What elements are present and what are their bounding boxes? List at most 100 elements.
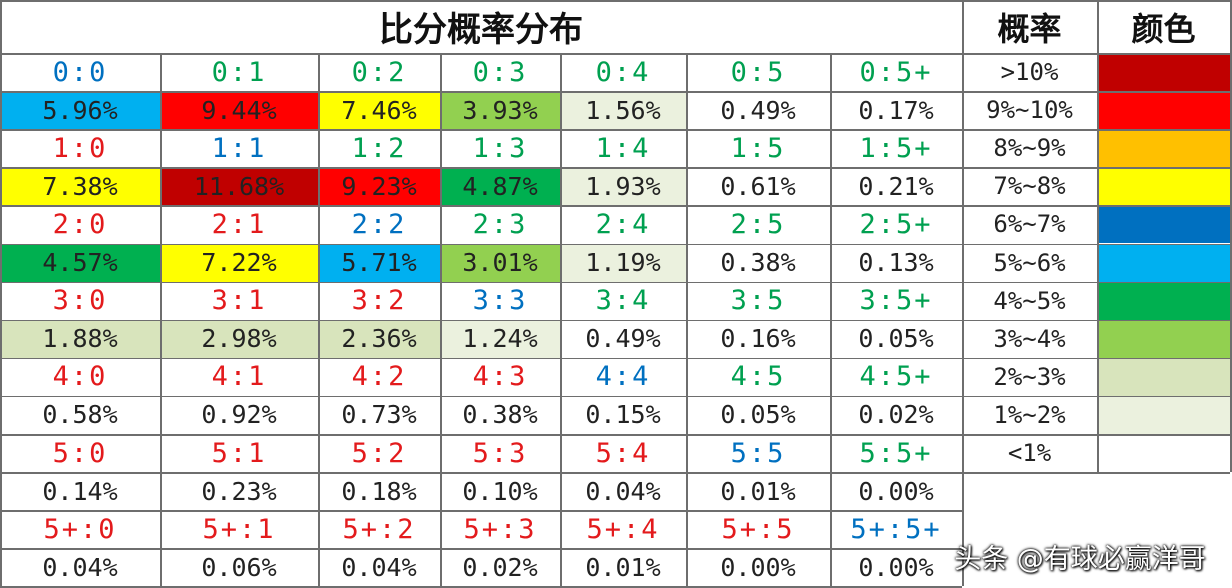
legend-header-color: 颜色	[1131, 9, 1196, 48]
probability-value: 1.24%	[440, 319, 560, 358]
probability-value: 0.49%	[560, 319, 686, 358]
score-label: 4:5+	[859, 361, 933, 393]
score-label: 4:2	[351, 361, 407, 393]
probability-value: 0.02%	[440, 548, 560, 587]
legend-color-swatch	[1097, 129, 1230, 168]
score-label: 4:3	[472, 361, 528, 393]
score-label: 3:5+	[859, 285, 933, 317]
score-label: 5+:1	[202, 513, 276, 545]
probability-value: 0.00%	[830, 472, 962, 511]
score-label: 0:0	[52, 56, 108, 88]
grid-line	[830, 53, 832, 587]
legend-range: 7%~8%	[993, 172, 1066, 201]
legend-range: 5%~6%	[993, 248, 1066, 277]
grid-line	[1097, 0, 1099, 473]
score-label: 5:4	[595, 437, 651, 469]
score-label: 5:3	[472, 437, 528, 469]
grid-line	[0, 0, 1231, 2]
score-label: 3:1	[211, 285, 267, 317]
probability-value: 0.00%	[830, 548, 962, 587]
probability-value: 0.73%	[318, 395, 440, 434]
legend-range: 9%~10%	[986, 96, 1073, 125]
score-label: 0:2	[351, 56, 407, 88]
legend-range: 3%~4%	[993, 324, 1066, 353]
probability-value: 0.38%	[440, 395, 560, 434]
score-label: 3:4	[595, 285, 651, 317]
grid-line	[0, 243, 1230, 245]
legend-color-swatch	[1097, 205, 1230, 244]
grid-line	[686, 53, 688, 587]
score-label: 3:5	[730, 285, 786, 317]
score-label: 4:4	[595, 361, 651, 393]
probability-value: 5.96%	[0, 91, 160, 130]
legend-range: 6%~7%	[993, 210, 1066, 239]
probability-value: 0.06%	[160, 548, 318, 587]
score-label: 5+:3	[463, 513, 537, 545]
score-label: 1:5+	[859, 132, 933, 164]
score-label: 3:0	[52, 285, 108, 317]
score-label: 2:3	[472, 208, 528, 240]
score-label: 2:0	[52, 208, 108, 240]
probability-value: 5.71%	[318, 243, 440, 282]
score-label: 0:3	[472, 56, 528, 88]
probability-value: 0.21%	[830, 167, 962, 206]
probability-value: 0.01%	[686, 472, 830, 511]
probability-value: 0.15%	[560, 395, 686, 434]
legend-range: 4%~5%	[993, 286, 1066, 315]
score-label: 5+:5+	[850, 513, 942, 545]
score-label: 5+:5	[721, 513, 795, 545]
grid-line	[0, 472, 1230, 474]
score-label: 0:1	[211, 56, 267, 88]
probability-value: 3.93%	[440, 91, 560, 130]
score-label: 4:1	[211, 361, 267, 393]
legend-color-swatch	[1097, 243, 1230, 282]
legend-color-swatch	[1097, 357, 1230, 396]
probability-value: 0.38%	[686, 243, 830, 282]
probability-value: 9.23%	[318, 167, 440, 206]
score-label: 1:5	[730, 132, 786, 164]
score-label: 5:2	[351, 437, 407, 469]
score-label: 1:2	[351, 132, 407, 164]
legend-color-swatch	[1097, 434, 1230, 473]
probability-value: 3.01%	[440, 243, 560, 282]
table-title: 比分概率分布	[379, 10, 583, 50]
probability-value: 7.22%	[160, 243, 318, 282]
grid-line	[0, 319, 1230, 322]
probability-value: 1.88%	[0, 319, 160, 358]
grid-line	[0, 548, 962, 550]
grid-line	[0, 91, 1230, 93]
probability-value: 0.16%	[686, 319, 830, 358]
score-label: 5+:0	[43, 513, 117, 545]
probability-value: 0.14%	[0, 472, 160, 511]
score-label: 2:4	[595, 208, 651, 240]
grid-line	[962, 0, 964, 587]
score-label: 1:0	[52, 132, 108, 164]
legend-range: <1%	[1007, 439, 1052, 468]
grid-line	[560, 53, 562, 587]
score-label: 0:5+	[859, 56, 933, 88]
grid-line	[0, 357, 1230, 360]
score-label: 3:3	[472, 285, 528, 317]
probability-value: 0.04%	[318, 548, 440, 587]
probability-value: 1.93%	[560, 167, 686, 206]
grid-line	[0, 129, 1230, 131]
legend-range: 8%~9%	[993, 134, 1066, 163]
probability-value: 0.04%	[0, 548, 160, 587]
probability-value: 2.98%	[160, 319, 318, 358]
legend-range: 2%~3%	[993, 362, 1066, 391]
score-label: 5:5+	[859, 437, 933, 469]
grid-line	[1230, 0, 1232, 473]
grid-line	[0, 0, 2, 587]
probability-value: 0.01%	[560, 548, 686, 587]
score-label: 2:2	[351, 208, 407, 240]
grid-line	[440, 53, 442, 587]
grid-line	[0, 53, 1231, 55]
score-label: 5:0	[52, 437, 108, 469]
legend-range: 1%~2%	[993, 400, 1066, 429]
score-label: 4:5	[730, 361, 786, 393]
score-label: 1:4	[595, 132, 651, 164]
probability-value: 7.46%	[318, 91, 440, 130]
probability-value: 2.36%	[318, 319, 440, 358]
probability-value: 1.19%	[560, 243, 686, 282]
grid-line	[0, 395, 1230, 398]
